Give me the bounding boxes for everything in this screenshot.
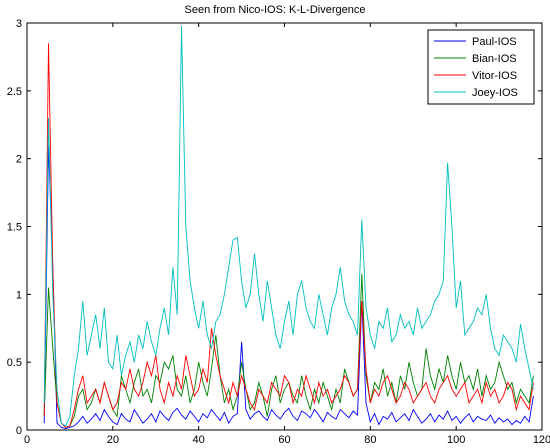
series-line-vitor-ios [43,43,534,428]
x-tick-label: 120 [533,434,550,446]
x-tick-label: 60 [278,434,290,446]
legend-label: Joey-IOS [472,87,518,99]
y-tick-label: 0.5 [7,357,22,369]
x-tick-label: 0 [24,434,30,446]
x-tick-label: 100 [447,434,465,446]
chart-title: Seen from Nico-IOS: K-L-Divergence [185,4,366,16]
y-tick-label: 1.5 [7,222,22,234]
x-tick-label: 80 [364,434,376,446]
y-tick-label: 0 [16,425,22,437]
x-tick-label: 40 [193,434,205,446]
legend: Paul-IOS Bian-IOS Vitor-IOS Joey-IOS [427,29,535,105]
axes-layer: 0 20 40 60 80 100 120 0 0.5 1 1.5 2 2.5 3 [7,18,550,446]
y-tick-label: 1 [16,289,22,301]
series-line-bian-ios [43,273,534,428]
series-layer [43,25,534,430]
legend-label: Bian-IOS [472,53,517,65]
x-tick-label: 20 [107,434,119,446]
series-line-joey-ios [43,25,534,427]
y-tick-label: 2.5 [7,86,22,98]
y-tick-label: 3 [16,18,22,30]
y-tick-label: 2 [16,154,22,166]
legend-label: Vitor-IOS [472,70,517,82]
legend-label: Paul-IOS [472,36,517,48]
series-line-paul-ios [43,145,534,430]
